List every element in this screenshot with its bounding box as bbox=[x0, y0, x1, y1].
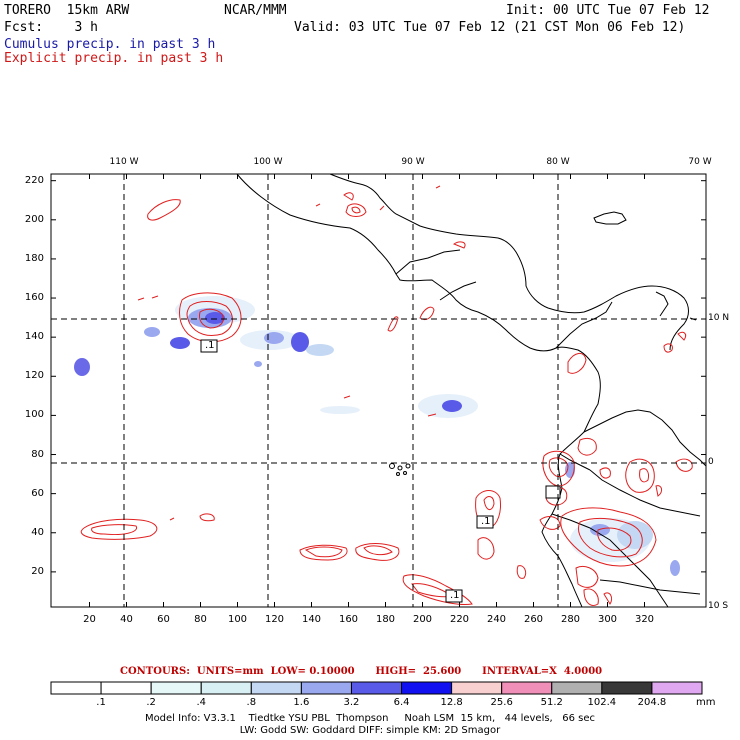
y-tick-label: 120 bbox=[24, 370, 44, 382]
longitude-label: 100 W bbox=[253, 157, 283, 167]
init-time: Init: 00 UTC Tue 07 Feb 12 bbox=[506, 3, 710, 18]
longitude-label: 90 W bbox=[401, 157, 425, 167]
colorbar-swatch bbox=[100, 681, 152, 695]
colorbar-label: 51.2 bbox=[540, 697, 563, 708]
x-tick-label: 20 bbox=[83, 614, 96, 625]
latitude-label: 10 N bbox=[708, 313, 730, 323]
x-tick-label: 80 bbox=[194, 614, 207, 625]
field2-title: Explicit precip. in past 3 h bbox=[4, 51, 224, 66]
colorbar-swatch bbox=[401, 681, 453, 695]
colorbar-label: 25.6 bbox=[490, 697, 513, 708]
colorbar-label: .2 bbox=[146, 697, 156, 708]
galapagos-islands bbox=[389, 463, 411, 476]
axis-ticks bbox=[51, 174, 706, 607]
x-tick-label: 200 bbox=[412, 614, 433, 625]
x-tick-label: 220 bbox=[449, 614, 470, 625]
x-tick-label: 120 bbox=[264, 614, 285, 625]
y-tick-label: 100 bbox=[24, 409, 44, 421]
contour-label: .1 bbox=[205, 340, 215, 351]
model-info-line1: Model Info: V3.3.1 Tiedtke YSU PBL Thomp… bbox=[144, 713, 596, 724]
x-tick-label: 240 bbox=[486, 614, 507, 625]
colorbar-label: 3.2 bbox=[343, 697, 360, 708]
longitude-label: 110 W bbox=[109, 157, 139, 167]
y-tick-label: 200 bbox=[24, 213, 44, 225]
forecast-hour: Fcst: 3 h bbox=[4, 20, 98, 35]
field1-title: Cumulus precip. in past 3 h bbox=[4, 37, 216, 52]
x-tick-label: 100 bbox=[227, 614, 248, 625]
x-tick-label: 160 bbox=[338, 614, 359, 625]
coastlines bbox=[236, 173, 707, 608]
x-tick-label: 260 bbox=[523, 614, 544, 625]
colorbar-swatch bbox=[200, 681, 252, 695]
contour-labels bbox=[200, 339, 561, 603]
colorbar-swatch bbox=[300, 681, 352, 695]
colorbar-swatch bbox=[501, 681, 553, 695]
contour-info: CONTOURS: UNITS=mm LOW= 0.10000 HIGH= 25… bbox=[120, 666, 603, 677]
x-tick-label: 180 bbox=[375, 614, 396, 625]
latitude-label: 0 bbox=[708, 457, 714, 467]
x-tick-label: 40 bbox=[120, 614, 133, 625]
latlon-grid bbox=[51, 174, 706, 607]
colorbar-label: 204.8 bbox=[637, 697, 667, 708]
valid-time: Valid: 03 UTC Tue 07 Feb 12 (21 CST Mon … bbox=[294, 20, 686, 35]
colorbar-label: 6.4 bbox=[393, 697, 410, 708]
y-tick-label: 160 bbox=[24, 292, 44, 304]
colorbar-swatch bbox=[451, 681, 503, 695]
colorbar-swatch bbox=[350, 681, 403, 695]
center-label: NCAR/MMM bbox=[224, 3, 287, 18]
colorbar-unit: mm bbox=[696, 697, 716, 708]
explicit-precip-contours bbox=[80, 185, 693, 606]
longitude-label: 70 W bbox=[688, 157, 712, 167]
x-tick-label: 280 bbox=[560, 614, 581, 625]
colorbar-label: .8 bbox=[246, 697, 257, 708]
colorbar-swatch bbox=[551, 681, 603, 695]
x-tick-label: 300 bbox=[597, 614, 618, 625]
contour-label: .1 bbox=[481, 516, 491, 527]
y-tick-label: 20 bbox=[31, 565, 44, 577]
colorbar-label: 102.4 bbox=[587, 697, 617, 708]
contour-label: .1 bbox=[450, 590, 460, 601]
y-tick-label: 140 bbox=[24, 331, 44, 343]
colorbar-swatch bbox=[150, 681, 202, 695]
latitude-label: 10 S bbox=[708, 601, 729, 611]
model-info-line2: LW: Godd SW: Goddard DIFF: simple KM: 2D… bbox=[239, 725, 501, 736]
colorbar-label: .1 bbox=[96, 697, 106, 708]
x-tick-label: 140 bbox=[301, 614, 322, 625]
colorbar-swatch bbox=[50, 681, 102, 695]
x-tick-label: 60 bbox=[157, 614, 170, 625]
colorbar-label: .4 bbox=[196, 697, 206, 708]
model-title: TORERO 15km ARW bbox=[4, 3, 130, 18]
y-tick-label: 220 bbox=[24, 174, 44, 186]
y-tick-label: 80 bbox=[31, 448, 44, 460]
colorbar-swatch bbox=[601, 681, 653, 695]
colorbar-label: 12.8 bbox=[440, 697, 463, 708]
colorbar-swatch bbox=[250, 681, 302, 695]
colorbar-label: 1.6 bbox=[293, 697, 310, 708]
y-tick-label: 40 bbox=[31, 526, 44, 538]
y-tick-label: 180 bbox=[24, 252, 44, 264]
colorbar-swatch bbox=[651, 681, 703, 695]
longitude-label: 80 W bbox=[546, 157, 570, 167]
x-tick-label: 320 bbox=[634, 614, 655, 625]
y-tick-label: 60 bbox=[31, 487, 44, 499]
